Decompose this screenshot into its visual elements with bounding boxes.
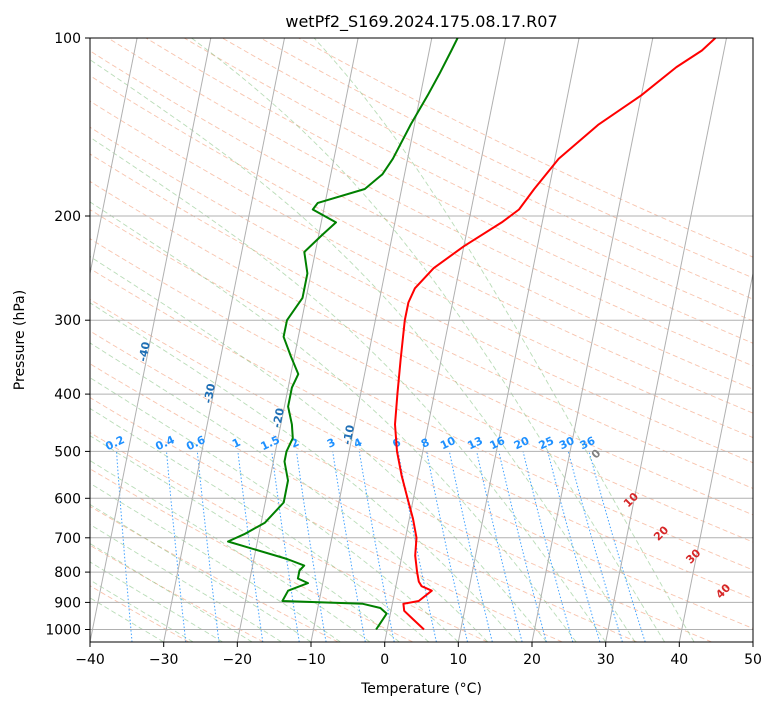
x-tick-label: 20	[523, 652, 541, 668]
isotherm-label: -40	[136, 340, 153, 362]
x-tick-label: −40	[75, 652, 105, 668]
y-tick-label: 1000	[45, 623, 81, 639]
moist-adiabat-line	[90, 482, 341, 642]
x-tick-label: −10	[296, 652, 326, 668]
mixing-ratio-label: 10	[438, 434, 458, 452]
dry-adiabat-line	[90, 153, 753, 489]
isobar-grid	[90, 38, 753, 630]
y-tick-label: 600	[54, 491, 81, 507]
mixing-ratio-line	[498, 451, 547, 642]
x-tick-label: 30	[597, 652, 615, 668]
x-tick-label: −30	[149, 652, 179, 668]
mixing-ratio-label: 25	[537, 434, 556, 452]
dry-adiabat-line	[145, 38, 753, 344]
mixing-ratio-label: 36	[578, 434, 598, 452]
y-tick-label: 300	[54, 313, 81, 329]
temperature-profile-line	[394, 38, 717, 631]
moist-adiabat-line	[90, 201, 577, 642]
mixing-ratio-line	[522, 451, 574, 642]
isotherm-line	[605, 38, 727, 642]
isotherm-line	[90, 38, 138, 277]
dry-adiabat-line	[90, 397, 563, 642]
y-axis-label: Pressure (hPa)	[12, 290, 28, 390]
x-tick-label: 0	[380, 652, 389, 668]
isotherm-line	[457, 38, 580, 642]
x-tick-label: 50	[744, 652, 762, 668]
mixing-ratio-label: 13	[466, 434, 485, 452]
mixing-ratio-label: 16	[488, 434, 508, 452]
mixing-ratio-line	[426, 451, 468, 642]
mixing-ratio-line	[567, 451, 623, 642]
moist-adiabat-line	[90, 523, 282, 642]
dry-adiabat-line	[90, 544, 264, 642]
dry-adiabat-line	[90, 126, 753, 464]
plot-area: -100-90-80-70-60-50-40-30-20-100.10.20.4…	[90, 38, 753, 642]
mixing-ratio-line	[476, 451, 523, 642]
dry-adiabat-line	[107, 38, 753, 367]
isotherm-line	[310, 38, 433, 642]
isotherm-label: -20	[270, 407, 287, 429]
plot-frame	[89, 37, 754, 643]
moist-adiabat-line	[90, 435, 400, 642]
chart-title: wetPf2_S169.2024.175.08.17.R07	[285, 12, 557, 32]
skewed-isotherms	[90, 38, 753, 642]
isotherm-label: -10	[341, 423, 358, 445]
moist-adiabat-line	[90, 59, 636, 642]
x-axis-ticks: −40 −30 −20 −10 0 10 20 30 40 50	[75, 642, 762, 668]
dry-adiabat-line	[90, 180, 753, 516]
moist-adiabat-line	[90, 460, 371, 642]
moist-adiabat-line	[90, 503, 312, 642]
dry-adiabat-line	[90, 268, 753, 600]
dry-adiabat-line	[90, 432, 488, 642]
mixing-ratio-label: 20	[512, 434, 532, 452]
dry-adiabat-line	[222, 38, 753, 300]
moist-adiabat-line	[90, 597, 164, 642]
isotherm-line	[384, 38, 506, 642]
isotherm-line	[90, 38, 212, 642]
moist-adiabat-line	[191, 38, 665, 642]
dry-adiabat-line	[90, 238, 753, 571]
y-tick-label: 200	[54, 209, 81, 225]
mixing-ratio-line	[448, 451, 493, 642]
isotherm-line	[163, 38, 285, 642]
x-axis-label: Temperature (°C)	[360, 681, 482, 697]
y-tick-label: 900	[54, 595, 81, 611]
dry-adiabat-line	[183, 38, 753, 322]
y-tick-label: 400	[54, 387, 81, 403]
moist-adiabat-line	[90, 136, 607, 642]
profile-series	[227, 38, 717, 631]
dry-adiabat-line	[90, 330, 712, 642]
mixing-ratio-line	[547, 451, 601, 642]
y-tick-label: 700	[54, 531, 81, 547]
isotherm-line	[678, 270, 753, 642]
dewpoint-profile-line	[227, 38, 459, 631]
y-axis-ticks: 100 200 300 400 500 600 700 800 900 1000	[45, 31, 90, 639]
y-tick-label: 100	[54, 31, 81, 47]
mixing-ratio-label: 30	[557, 434, 577, 452]
isotherm-line	[531, 38, 654, 642]
x-tick-label: 10	[449, 652, 467, 668]
x-tick-label: 40	[670, 652, 688, 668]
isotherm-label: -30	[201, 382, 218, 404]
y-tick-label: 800	[54, 565, 81, 581]
isotherm-line	[236, 38, 359, 642]
moist-adiabat-line	[313, 38, 695, 642]
x-tick-label: −20	[223, 652, 253, 668]
mixing-ratio-line	[166, 451, 187, 642]
y-tick-label: 500	[54, 444, 81, 460]
mixing-ratio-line	[196, 451, 220, 642]
moist-adiabat-line	[90, 407, 430, 642]
